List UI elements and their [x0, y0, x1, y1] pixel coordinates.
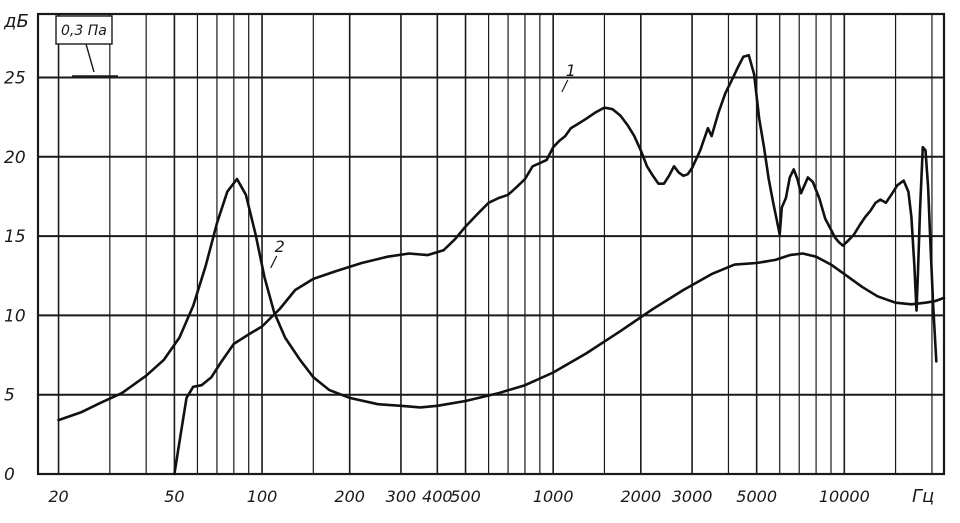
y-axis-unit-label: дБ: [3, 11, 29, 32]
x-tick-label: 1000: [533, 487, 574, 506]
series-label-leader-2: [270, 255, 278, 269]
reference-level-marker: 0,3 Па: [55, 15, 118, 77]
x-tick-label: 10000: [819, 487, 870, 506]
x-tick-label: 100: [247, 487, 278, 506]
x-tick-label: 500: [450, 487, 481, 506]
y-tick-label: 0: [4, 465, 15, 485]
y-tick-label: 25: [4, 68, 26, 88]
x-tick-label: 3000: [672, 487, 713, 506]
reference-label-box: [55, 15, 113, 45]
x-tick-label: 200: [334, 487, 365, 506]
y-tick-label: 20: [4, 148, 26, 168]
series-layer: 12: [57, 53, 946, 476]
reference-label-text: 0,3 Па: [61, 23, 107, 39]
x-tick-label: 400: [422, 487, 453, 506]
x-tick-label: 50: [164, 487, 184, 506]
x-tick-label: 20: [48, 487, 68, 506]
series-curve-1: [173, 53, 938, 476]
x-tick-label: 5000: [736, 487, 777, 506]
series-curve-2: [57, 177, 946, 422]
y-tick-label: 15: [4, 227, 26, 247]
y-tick-label: 10: [4, 306, 26, 326]
reference-pointer: [85, 43, 95, 73]
x-axis-unit-label: Гц: [912, 486, 934, 507]
x-tick-label: 300: [386, 487, 417, 506]
series-label-2: 2: [275, 237, 285, 256]
grid: [36, 12, 946, 476]
series-label-leader-1: [561, 79, 569, 93]
x-tick-label: 2000: [620, 487, 661, 506]
y-tick-label: 5: [4, 386, 15, 406]
series-label-1: 1: [566, 61, 576, 80]
